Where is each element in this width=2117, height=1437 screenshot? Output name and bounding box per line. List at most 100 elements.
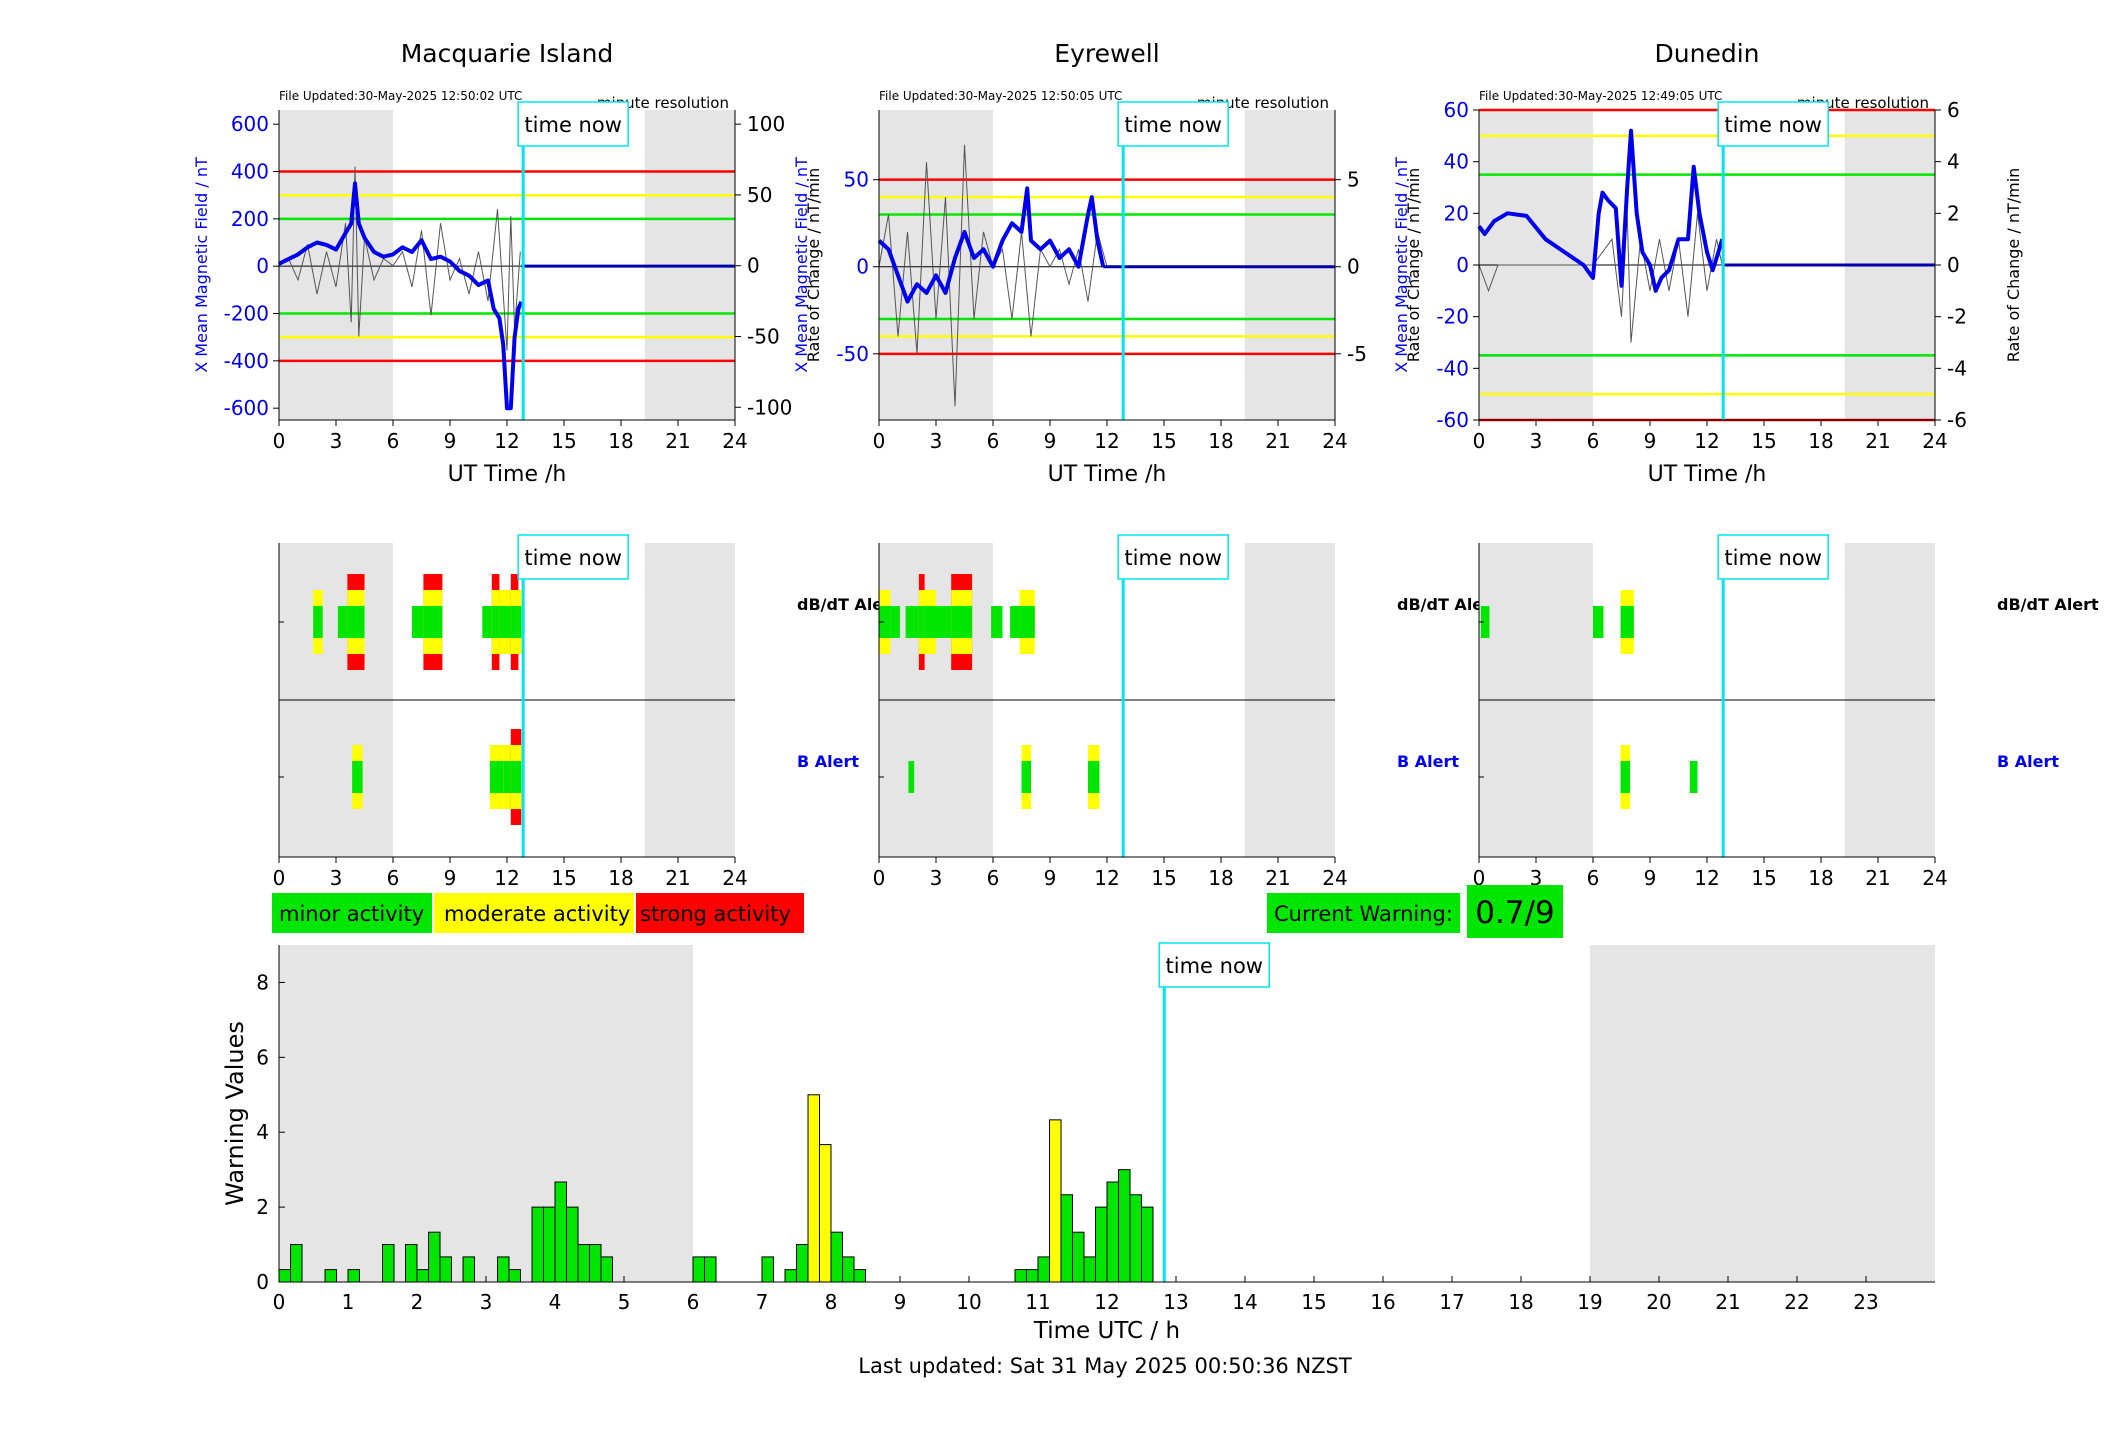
x-tick-label: 21: [665, 429, 690, 453]
dbdt-alert-bar-minor: [1019, 606, 1035, 638]
dbdt-alert-label: dB/dT Alert: [1397, 595, 1499, 614]
dbdt-alert-label: dB/dT Alert: [797, 595, 899, 614]
y2-tick-label: 50: [747, 183, 772, 207]
warning-y-tick-label: 0: [256, 1270, 269, 1294]
warning-bar: [1025, 1269, 1039, 1283]
b-alert-bar-minor: [1021, 761, 1031, 793]
current-warning-value-box: [1467, 885, 1563, 938]
warning-x-tick-label: 13: [1163, 1290, 1188, 1314]
file-updated-text: File Updated:30-May-2025 12:50:02 UTC: [279, 89, 522, 103]
y-tick-label: 50: [844, 168, 869, 192]
b-alert-bar-minor: [352, 761, 363, 793]
alert-x-tick-label: 9: [1644, 866, 1657, 890]
warning-bar: [439, 1256, 452, 1283]
y2-tick-label: -2: [1947, 305, 1967, 329]
x-tick-label: 9: [1644, 429, 1657, 453]
warning-x-tick-label: 16: [1370, 1290, 1395, 1314]
alert-x-tick-label: 21: [1265, 866, 1290, 890]
alert-x-tick-label: 15: [551, 866, 576, 890]
dbdt-alert-bar-minor: [423, 606, 443, 638]
dbdt-alert-bar-minor: [1593, 606, 1604, 638]
x-tick-label: 18: [1808, 429, 1833, 453]
x-tick-label: 3: [930, 429, 943, 453]
x-tick-label: 3: [1530, 429, 1543, 453]
y-tick-label: 600: [231, 112, 269, 136]
x-axis-label: UT Time /h: [448, 462, 567, 487]
alert-x-tick-label: 6: [987, 866, 1000, 890]
station-eyrewell: Eyrewell File Updated:30-May-2025 12:50:0…: [792, 39, 1499, 890]
y-tick-label: -200: [224, 302, 269, 326]
x-tick-label: 6: [987, 429, 1000, 453]
time-now-box: [1717, 101, 1829, 147]
x-tick-label: 21: [1865, 429, 1890, 453]
warning-x-tick-label: 20: [1646, 1290, 1671, 1314]
warning-bar: [784, 1269, 797, 1283]
minute-resolution-label: minute resolution: [597, 94, 729, 112]
alert-x-tick-label: 21: [665, 866, 690, 890]
y2-tick-label: -4: [1947, 356, 1967, 380]
night-shading: [1244, 110, 1335, 420]
warning-x-tick-label: 2: [411, 1290, 424, 1314]
warning-y-tick-label: 4: [256, 1120, 269, 1144]
alert-x-tick-label: 12: [1694, 866, 1719, 890]
alert-x-tick-label: 6: [1587, 866, 1600, 890]
minute-resolution-label: minute resolution: [1797, 94, 1929, 112]
y-axis-label: X Mean Magnetic Field / nT: [192, 157, 211, 373]
current-warning-value: 0.7/9: [1475, 895, 1554, 931]
b-alert-label: B Alert: [797, 752, 859, 771]
warning-x-tick-label: 10: [956, 1290, 981, 1314]
warning-x-tick-label: 6: [687, 1290, 700, 1314]
y2-tick-label: -100: [747, 395, 792, 419]
y2-tick-label: 0: [1347, 255, 1360, 279]
warning-bar: [416, 1269, 430, 1283]
alert-time-now-label: time now: [1724, 546, 1821, 570]
y-axis-label: X Mean Magnetic Field / nT: [1392, 157, 1411, 373]
x-tick-label: 12: [494, 429, 519, 453]
warning-bar: [577, 1244, 590, 1283]
alert-x-tick-label: 12: [494, 866, 519, 890]
b-alert-label: B Alert: [1397, 752, 1459, 771]
b-alert-bar-minor: [908, 761, 915, 793]
legend-moderate-label: moderate activity: [444, 902, 630, 926]
x-tick-label: 0: [273, 429, 286, 453]
dbdt-alert-bar-minor: [412, 606, 424, 638]
y2-tick-label: -6: [1947, 408, 1967, 432]
warning-bar: [1118, 1169, 1131, 1283]
warning-y-axis-label: Warning Values: [221, 1021, 249, 1206]
x-tick-label: 12: [1694, 429, 1719, 453]
warning-bar: [1072, 1231, 1085, 1283]
file-updated-text: File Updated:30-May-2025 12:50:05 UTC: [879, 89, 1122, 103]
station-title: Eyrewell: [1054, 39, 1159, 68]
night-shading: [279, 110, 393, 420]
warning-x-tick-label: 23: [1853, 1290, 1878, 1314]
magnetic-field-series: [278, 181, 524, 411]
warning-bar: [1060, 1194, 1073, 1283]
warning-bar: [830, 1231, 844, 1283]
y2-tick-label: 4: [1947, 150, 1960, 174]
alert-x-tick-label: 3: [1530, 866, 1543, 890]
b-alert-bar-minor: [1620, 761, 1631, 793]
y-tick-label: 400: [231, 160, 269, 184]
y-tick-label: -400: [224, 349, 269, 373]
warning-bar: [531, 1206, 545, 1283]
warning-y-tick-label: 6: [256, 1045, 269, 1069]
warning-bar: [1014, 1269, 1028, 1283]
alert-x-tick-label: 3: [330, 866, 343, 890]
x-tick-label: 0: [873, 429, 886, 453]
warning-bar: [807, 1094, 821, 1283]
time-now-label: time now: [524, 113, 621, 137]
warning-bar: [278, 1269, 292, 1283]
alert-x-tick-label: 9: [444, 866, 457, 890]
x-tick-label: 9: [444, 429, 457, 453]
dbdt-alert-bar-minor: [491, 606, 500, 638]
legend-minor-label: minor activity: [279, 902, 424, 926]
dbdt-alert-bar-minor: [347, 606, 365, 638]
x-tick-label: 12: [1094, 429, 1119, 453]
warning-bar: [554, 1181, 568, 1283]
alert-x-tick-label: 15: [1151, 866, 1176, 890]
warning-x-tick-label: 1: [342, 1290, 355, 1314]
alert-x-tick-label: 0: [1473, 866, 1486, 890]
file-updated-text: File Updated:30-May-2025 12:49:05 UTC: [1479, 89, 1722, 103]
y-tick-label: 20: [1444, 201, 1469, 225]
